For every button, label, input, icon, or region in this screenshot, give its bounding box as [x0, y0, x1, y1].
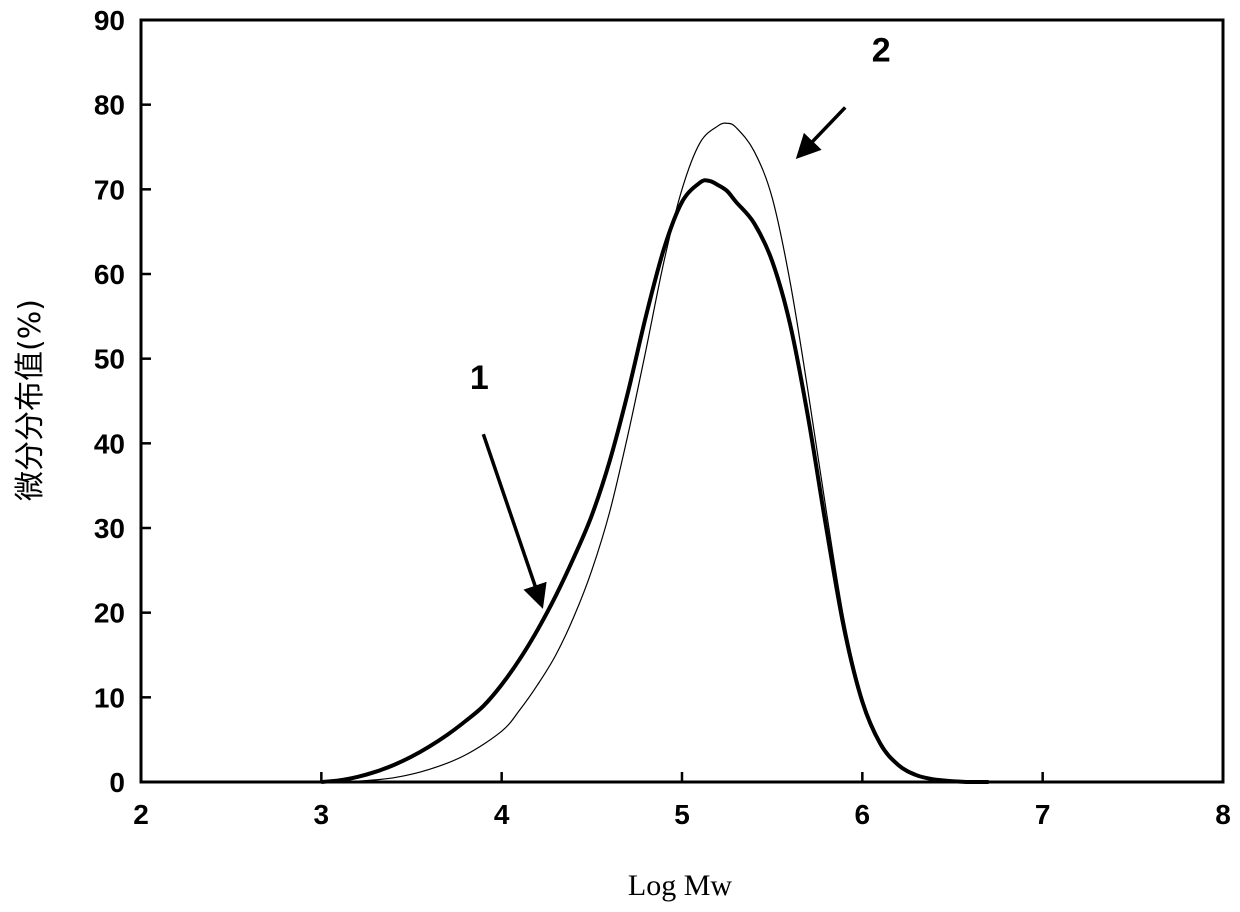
plot-area: 2345678010203040506070809012: [94, 5, 1231, 830]
x-tick-label: 6: [855, 799, 871, 830]
x-tick-label: 3: [314, 799, 330, 830]
callout-label-1: 1: [470, 359, 489, 397]
callout-arrow-2: [799, 107, 845, 155]
y-tick-label: 80: [94, 90, 125, 121]
y-tick-label: 10: [94, 682, 125, 713]
plot-frame: [141, 20, 1223, 782]
y-tick-label: 90: [94, 5, 125, 36]
x-axis-title: Log Mw: [628, 869, 733, 902]
y-axis-title: 微分分布值(%): [13, 299, 48, 501]
series-line-1: [321, 180, 988, 782]
series-line-2: [321, 123, 988, 782]
callout-arrow-1: [483, 434, 541, 604]
y-tick-label: 20: [94, 598, 125, 629]
y-tick-label: 60: [94, 259, 125, 290]
y-tick-label: 0: [109, 767, 125, 798]
x-tick-label: 5: [674, 799, 690, 830]
callout-label-2: 2: [872, 31, 891, 69]
y-tick-label: 50: [94, 344, 125, 375]
x-tick-label: 2: [133, 799, 149, 830]
y-tick-label: 40: [94, 428, 125, 459]
y-tick-label: 70: [94, 174, 125, 205]
x-tick-label: 4: [494, 799, 510, 830]
x-tick-label: 8: [1215, 799, 1231, 830]
x-tick-label: 7: [1035, 799, 1051, 830]
y-tick-label: 30: [94, 513, 125, 544]
